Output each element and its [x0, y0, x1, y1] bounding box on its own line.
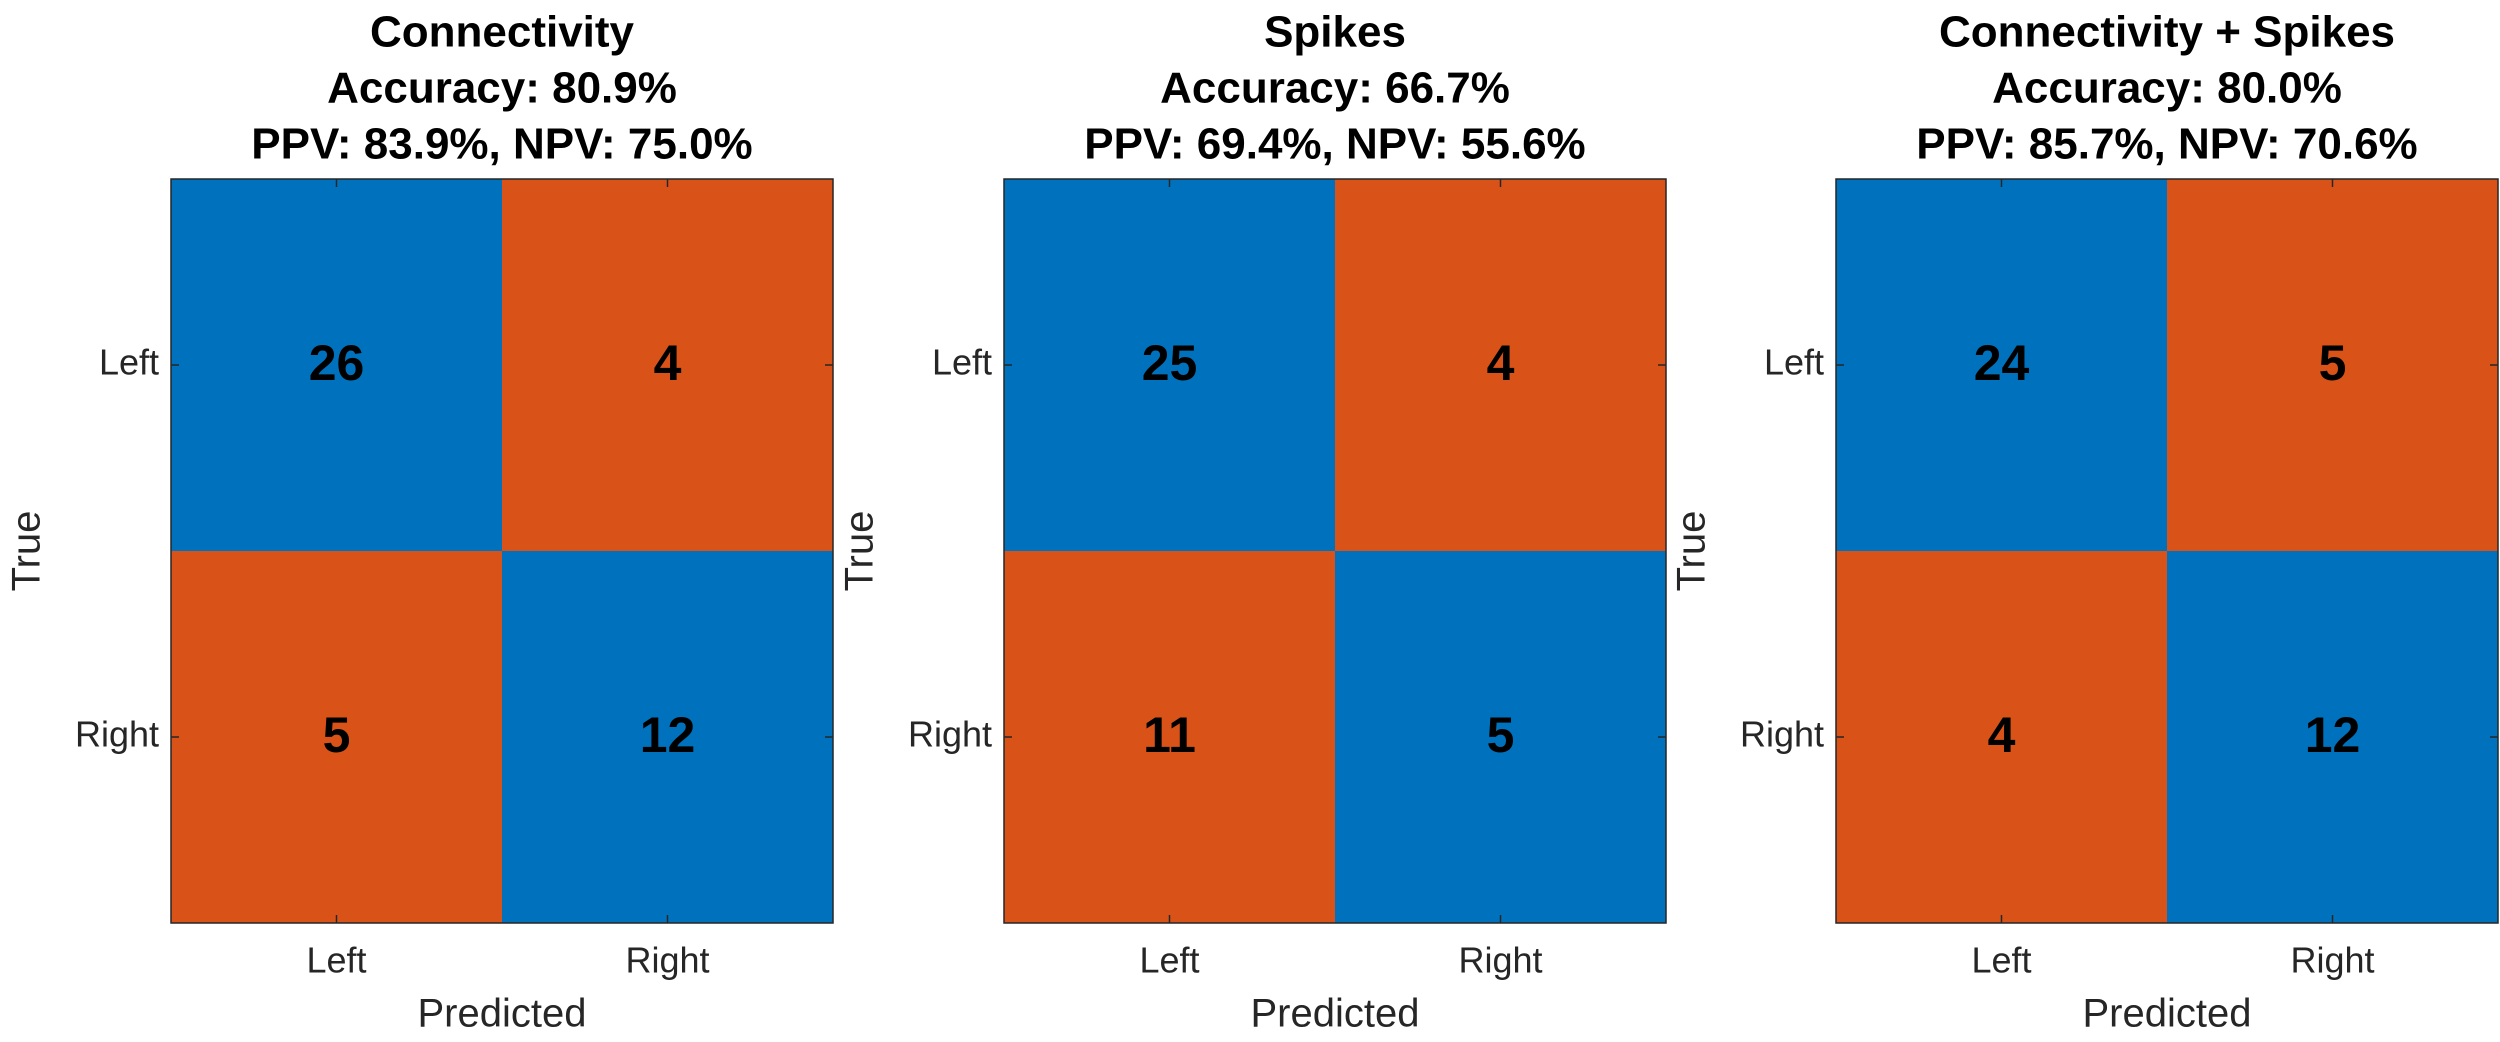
x-tick-label: Left: [1971, 940, 2031, 981]
x-tick-label: Left: [306, 940, 366, 981]
x-tick-label: Right: [2290, 940, 2374, 981]
y-axis-label: True: [1670, 511, 1714, 592]
x-tick-label: Left: [1139, 940, 1199, 981]
cell-value: 5: [323, 707, 351, 763]
cell-value: 26: [309, 335, 365, 391]
y-tick-label: Right: [75, 714, 159, 755]
heatmap-cell: [1836, 551, 2167, 923]
cell-value: 4: [1988, 707, 2016, 763]
cell-value: 12: [2305, 707, 2361, 763]
x-tick-label: Right: [625, 940, 709, 981]
chart-title: Spikes: [1264, 8, 1406, 57]
axes-frame: [1835, 178, 2499, 924]
heatmap-cell: [1335, 551, 1666, 923]
x-axis-label: Predicted: [418, 992, 587, 1036]
heatmap-cell: [1836, 179, 2167, 551]
y-tick-label: Left: [932, 342, 992, 383]
cell-value: 4: [654, 335, 682, 391]
heatmap-cell: [2167, 551, 2498, 923]
chart-title: Accuracy: 80.9%: [327, 64, 677, 113]
axes-frame: [1003, 178, 1667, 924]
heatmap-cell: [1004, 179, 1335, 551]
cell-value: 5: [2319, 335, 2347, 391]
heatmap-cell: [1004, 551, 1335, 923]
y-axis-label: True: [838, 511, 882, 592]
cell-value: 5: [1487, 707, 1515, 763]
cell-value: 12: [640, 707, 696, 763]
heatmap-cell: [502, 551, 833, 923]
cell-value: 4: [1487, 335, 1515, 391]
heatmap-cell: [171, 551, 502, 923]
chart-title: Accuracy: 66.7%: [1160, 64, 1510, 113]
y-tick-label: Right: [908, 714, 992, 755]
heatmap-cell: [2167, 179, 2498, 551]
y-tick-label: Left: [1764, 342, 1824, 383]
cell-value: 25: [1142, 335, 1198, 391]
heatmap-cell: [1335, 179, 1666, 551]
heatmap-cell: [171, 179, 502, 551]
y-axis-label: True: [5, 511, 49, 592]
chart-title: Connectivity: [370, 8, 635, 57]
y-tick-label: Left: [99, 342, 159, 383]
y-tick-label: Right: [1740, 714, 1824, 755]
chart-title: Accuracy: 80.0%: [1992, 64, 2342, 113]
chart-title: PPV: 83.9%, NPV: 75.0%: [251, 120, 752, 169]
cell-value: 24: [1974, 335, 2030, 391]
x-tick-label: Right: [1458, 940, 1542, 981]
chart-title: PPV: 69.4%, NPV: 55.6%: [1084, 120, 1585, 169]
x-axis-label: Predicted: [1251, 992, 1420, 1036]
axes-frame: [170, 178, 834, 924]
chart-title: PPV: 85.7%, NPV: 70.6%: [1916, 120, 2417, 169]
chart-title: Connectivity + Spikes: [1939, 8, 2395, 57]
cell-value: 11: [1143, 707, 1196, 763]
x-axis-label: Predicted: [2083, 992, 2252, 1036]
heatmap-cell: [502, 179, 833, 551]
